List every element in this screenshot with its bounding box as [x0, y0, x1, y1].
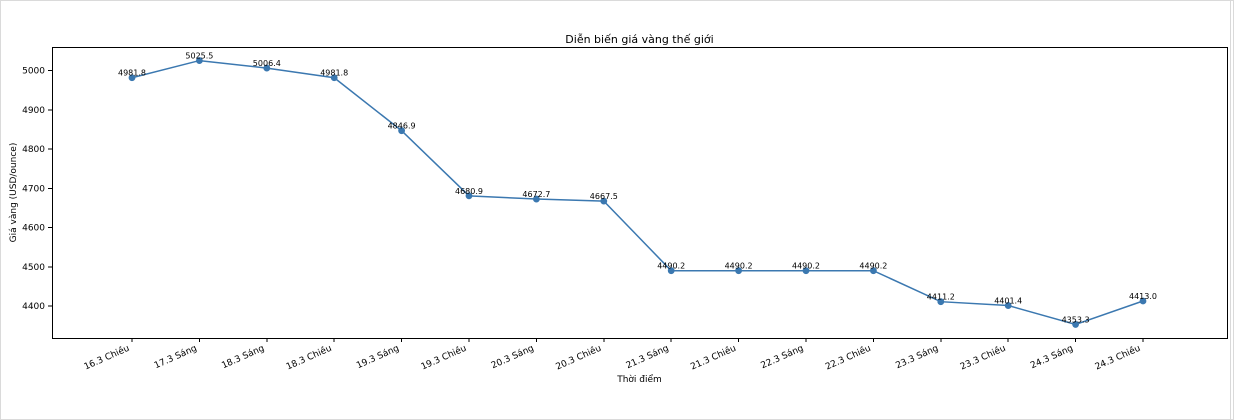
y-tick-label: 5000 [22, 67, 45, 77]
x-tick-label: 20.3 Chiều [554, 343, 603, 373]
data-point [1139, 297, 1147, 305]
data-label: 4490.2 [725, 262, 753, 271]
y-axis-title: Giá vàng (USD/ounce) [9, 143, 19, 243]
data-label: 4672.7 [522, 190, 550, 199]
plot-area [52, 47, 1228, 339]
data-label: 4667.5 [590, 192, 618, 201]
x-tick-label: 22.3 Sáng [760, 344, 806, 372]
x-axis-title: Thời điểm [616, 374, 662, 385]
data-point [195, 57, 203, 64]
data-label: 5006.4 [253, 59, 281, 68]
data-point [600, 197, 608, 205]
panel-divider [1230, 0, 1231, 420]
data-point [533, 195, 540, 203]
data-point [1072, 321, 1079, 328]
x-tick-label: 17.3 Sáng [153, 344, 199, 372]
data-point [128, 74, 136, 82]
y-tick-label: 4700 [22, 184, 45, 194]
data-label: 4413.0 [1129, 292, 1157, 301]
y-tick-label: 4800 [22, 145, 45, 155]
x-tick-label: 23.3 Chiều [959, 343, 1008, 373]
data-point [802, 267, 810, 275]
data-label: 4401.4 [994, 297, 1022, 306]
y-tick-label: 4400 [22, 302, 45, 312]
data-label: 4490.2 [859, 262, 887, 271]
data-point [667, 267, 675, 275]
x-tick-label: 24.3 Chiều [1093, 343, 1142, 373]
data-label: 4680.9 [455, 187, 483, 196]
x-tick-label: 24.3 Sáng [1029, 344, 1075, 372]
data-point [330, 74, 338, 82]
data-label: 4846.9 [388, 122, 416, 131]
data-point [735, 267, 742, 275]
gold-price-series-line [131, 59, 1144, 326]
x-tick-label: 19.3 Sáng [355, 344, 401, 372]
x-tick-label: 18.3 Chiều [285, 343, 334, 373]
data-label: 4490.2 [657, 262, 685, 271]
data-point [398, 127, 406, 135]
data-point [937, 298, 945, 306]
x-tick-label: 20.3 Sáng [490, 344, 536, 372]
x-tick-label: 21.3 Chiều [689, 343, 738, 373]
data-point [465, 192, 473, 200]
data-labels: 4981.8 5025.5 5006.4 4981.8 4846.9 4680.9 4672… [118, 52, 1157, 325]
chart-title: Diễn biến giá vàng thế giới [565, 33, 713, 46]
data-points [128, 57, 1147, 328]
y-tick-label: 4600 [22, 224, 45, 234]
data-point [1004, 302, 1012, 309]
data-label: 4981.8 [118, 69, 146, 78]
data-label: 4981.8 [320, 69, 348, 78]
y-tick-label: 4900 [22, 106, 45, 116]
x-tick-label: 23.3 Sáng [894, 344, 940, 372]
x-tick-label: 21.3 Sáng [625, 344, 671, 372]
data-label: 4353.3 [1062, 315, 1090, 324]
x-tick-label: 18.3 Sáng [220, 344, 266, 372]
x-tick-label: 22.3 Chiều [824, 343, 873, 373]
data-label: 5025.5 [185, 52, 213, 61]
x-tick-label: 19.3 Chiều [419, 343, 468, 373]
data-point [870, 267, 877, 275]
x-axis: 16.3 Chiều 17.3 Sáng 18.3 Sáng 18.3 Chiều 19… [82, 338, 1144, 373]
x-tick-label: 16.3 Chiều [82, 343, 131, 373]
data-label: 4490.2 [792, 262, 820, 271]
y-tick-label: 4500 [22, 263, 45, 273]
y-axis: 4400 4500 4600 4700 4800 4900 5000 [22, 67, 52, 312]
data-point [263, 64, 271, 72]
data-label: 4411.2 [927, 293, 955, 302]
